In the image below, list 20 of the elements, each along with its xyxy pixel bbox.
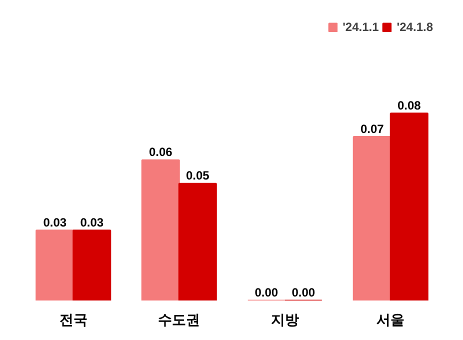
legend-label: '24.1.1 bbox=[342, 20, 379, 34]
bar bbox=[390, 112, 428, 300]
data-label: 0.06 bbox=[148, 145, 173, 160]
data-label: 0.05 bbox=[186, 168, 210, 183]
bar bbox=[72, 230, 112, 300]
data-label: 0.00 bbox=[292, 286, 316, 300]
bar bbox=[178, 182, 217, 300]
bar bbox=[36, 230, 74, 300]
x-tick-label: 전국 bbox=[59, 312, 88, 328]
data-label: 0.08 bbox=[397, 98, 422, 112]
bar bbox=[352, 136, 392, 300]
x-tick-label: 지방 bbox=[270, 312, 299, 328]
data-label: 0.03 bbox=[43, 215, 67, 230]
legend-label: '24.1.8 bbox=[396, 20, 433, 34]
x-tick-label: 수도권 bbox=[158, 312, 200, 328]
data-label: 0.07 bbox=[360, 122, 384, 136]
data-label: 0.03 bbox=[80, 215, 104, 230]
data-label: 0.00 bbox=[254, 286, 278, 300]
x-tick-label: 서울 bbox=[376, 312, 405, 328]
bar bbox=[141, 159, 180, 300]
